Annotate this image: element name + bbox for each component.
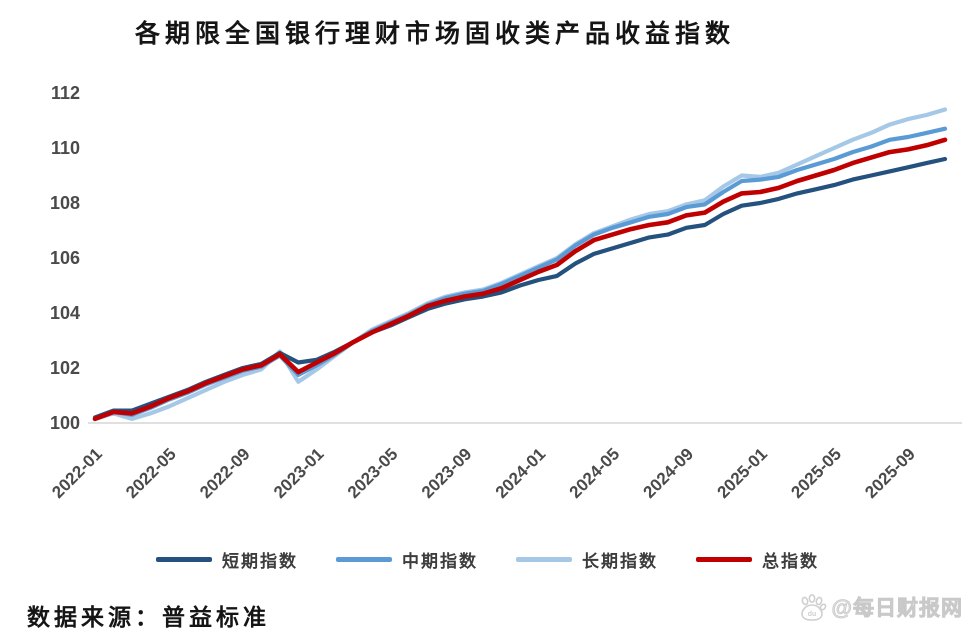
legend-item-short-term-index: 短期指数 xyxy=(156,547,298,572)
baidu-paw-icon-text: du xyxy=(807,611,816,618)
data-source-note: 数据来源：普益标准 xyxy=(27,605,270,630)
series-line-total-index xyxy=(92,137,948,422)
legend-label-short-term-index: 短期指数 xyxy=(222,551,298,571)
x-axis-tick-label: 2022-09 xyxy=(196,444,254,502)
watermark: du @每日财报网 xyxy=(798,592,963,622)
legend-item-long-term-index: 长期指数 xyxy=(516,547,658,572)
x-axis-tick-label: 2023-05 xyxy=(344,444,402,502)
legend-label-medium-term-index: 中期指数 xyxy=(402,551,478,571)
x-axis-tick-label: 2022-05 xyxy=(122,444,180,502)
x-axis-tick-label: 2023-01 xyxy=(270,444,328,502)
y-axis-tick-label: 108 xyxy=(50,193,80,213)
y-axis-tick-label: 106 xyxy=(50,248,80,268)
x-axis-tick-label: 2025-01 xyxy=(713,444,771,502)
x-axis-tick-label: 2025-09 xyxy=(861,444,919,502)
legend-label-long-term-index: 长期指数 xyxy=(582,551,658,571)
legend-swatch-short-term-index xyxy=(156,556,212,562)
x-axis-tick-label: 2024-01 xyxy=(492,444,550,502)
x-axis-tick-label: 2024-05 xyxy=(566,444,624,502)
x-axis-tick-label: 2023-09 xyxy=(418,444,476,502)
legend-item-total-index: 总指数 xyxy=(696,547,819,572)
chart-legend: 短期指数 中期指数 长期指数 总指数 xyxy=(0,543,975,575)
y-axis-tick-label: 104 xyxy=(50,303,80,323)
series-line-long-term-index xyxy=(92,107,948,421)
y-axis-tick-label: 102 xyxy=(50,358,80,378)
legend-swatch-total-index xyxy=(696,556,752,562)
baidu-paw-icon: du xyxy=(800,593,826,621)
legend-label-total-index: 总指数 xyxy=(762,551,819,571)
y-axis-tick-label: 112 xyxy=(51,83,80,103)
legend-item-medium-term-index: 中期指数 xyxy=(336,547,478,572)
legend-swatch-long-term-index xyxy=(516,556,572,562)
x-axis-tick-label: 2024-09 xyxy=(640,444,698,502)
legend-swatch-medium-term-index xyxy=(336,556,392,562)
x-axis-tick-label: 2022-01 xyxy=(48,444,106,502)
y-axis-tick-label: 110 xyxy=(51,138,80,158)
x-axis-tick-label: 2025-05 xyxy=(787,444,845,502)
y-axis-tick-label: 100 xyxy=(50,413,80,433)
chart-title: 各期限全国银行理财市场固收类产品收益指数 xyxy=(135,21,736,48)
watermark-text: @每日财报网 xyxy=(831,597,963,621)
